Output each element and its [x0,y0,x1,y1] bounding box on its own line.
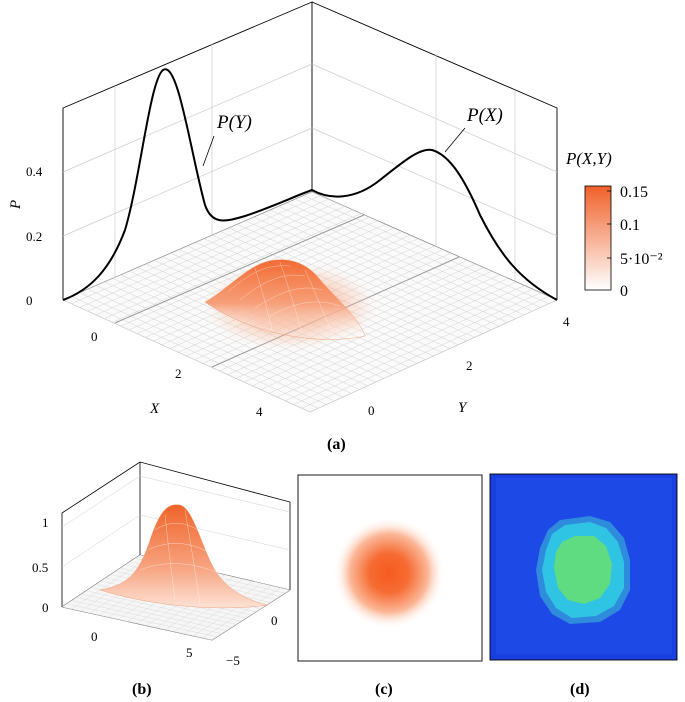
colorbar-tick-1: 0.1 [620,217,640,234]
floor-gridline [286,202,533,312]
py-curve-label: P(Y) [216,112,252,133]
colorbar-tick-2: 5·10⁻² [620,251,663,268]
y-tick-0: 0 [368,403,375,418]
panel-a: P(Y) P(X) P 0 0.2 0.4 0 2 4 X 0 2 4 Y P(… [8,1,663,453]
marginal-curve-py [62,68,313,301]
floor-gridline [301,296,549,409]
b-y-tick-1: −5 [226,653,240,668]
floor-gridline [303,195,549,304]
panel-d-center [554,536,612,604]
panel-d: (d) [489,473,678,698]
y-tick-1: 2 [466,358,473,373]
x-tick-0: 0 [91,329,98,344]
panel-b-surface [99,504,269,609]
px-curve-label: P(X) [466,105,503,126]
colorbar-tick-0: 0.15 [620,184,648,201]
z-axis-label: P [8,200,24,210]
floor-gridline [193,585,272,637]
mound-wire [227,261,341,339]
x-axis-label: X [149,401,160,417]
floor-gridline [276,285,525,398]
b-z-tick-2: 1 [42,515,49,530]
colorbar-title: P(X,Y) [565,149,612,168]
b-z-tick-0: 0 [42,600,49,615]
floor-gridline [285,288,533,402]
panel-b: 1 0.5 0 0 5 0 −5 (b) [32,461,291,698]
wall-gridlines [62,44,558,282]
px-label-leader [444,127,466,153]
floor-gridline [202,587,281,639]
caption-a: (a) [327,436,346,453]
z-tick-2: 0.4 [26,164,43,179]
floor-gridline [293,292,541,405]
b-x-tick-0: 0 [91,629,98,644]
y-tick-2: 4 [563,314,570,329]
x-tick-2: 4 [256,404,263,419]
panel-c: (c) [297,474,483,698]
joint-density-surface [204,259,366,340]
floor-gridline [270,209,516,319]
y-axis-label: Y [458,400,468,416]
z-tick-1: 0.2 [26,229,42,244]
py-label-leader [202,135,215,167]
caption-c: (c) [375,681,393,698]
marginal-curve-px [311,148,558,301]
b-x-tick-1: 5 [186,645,193,660]
floor-gridline [183,583,262,634]
caption-d: (d) [570,681,590,698]
b-y-tick-0: 0 [271,613,278,628]
panel-b-wire [139,509,221,606]
z-tick-0: 0 [26,293,33,308]
b-z-tick-1: 0.5 [32,560,48,575]
panel-b-gridlines [61,475,291,568]
colorbar-tick-3: 0 [620,283,628,300]
colorbar-ticks [607,190,611,259]
caption-b: (b) [132,681,152,698]
colorbar [584,185,612,291]
x-tick-1: 2 [175,366,182,381]
panel-c-density [333,517,445,629]
floor-gridline [295,198,541,308]
floor-gridline [278,206,525,316]
